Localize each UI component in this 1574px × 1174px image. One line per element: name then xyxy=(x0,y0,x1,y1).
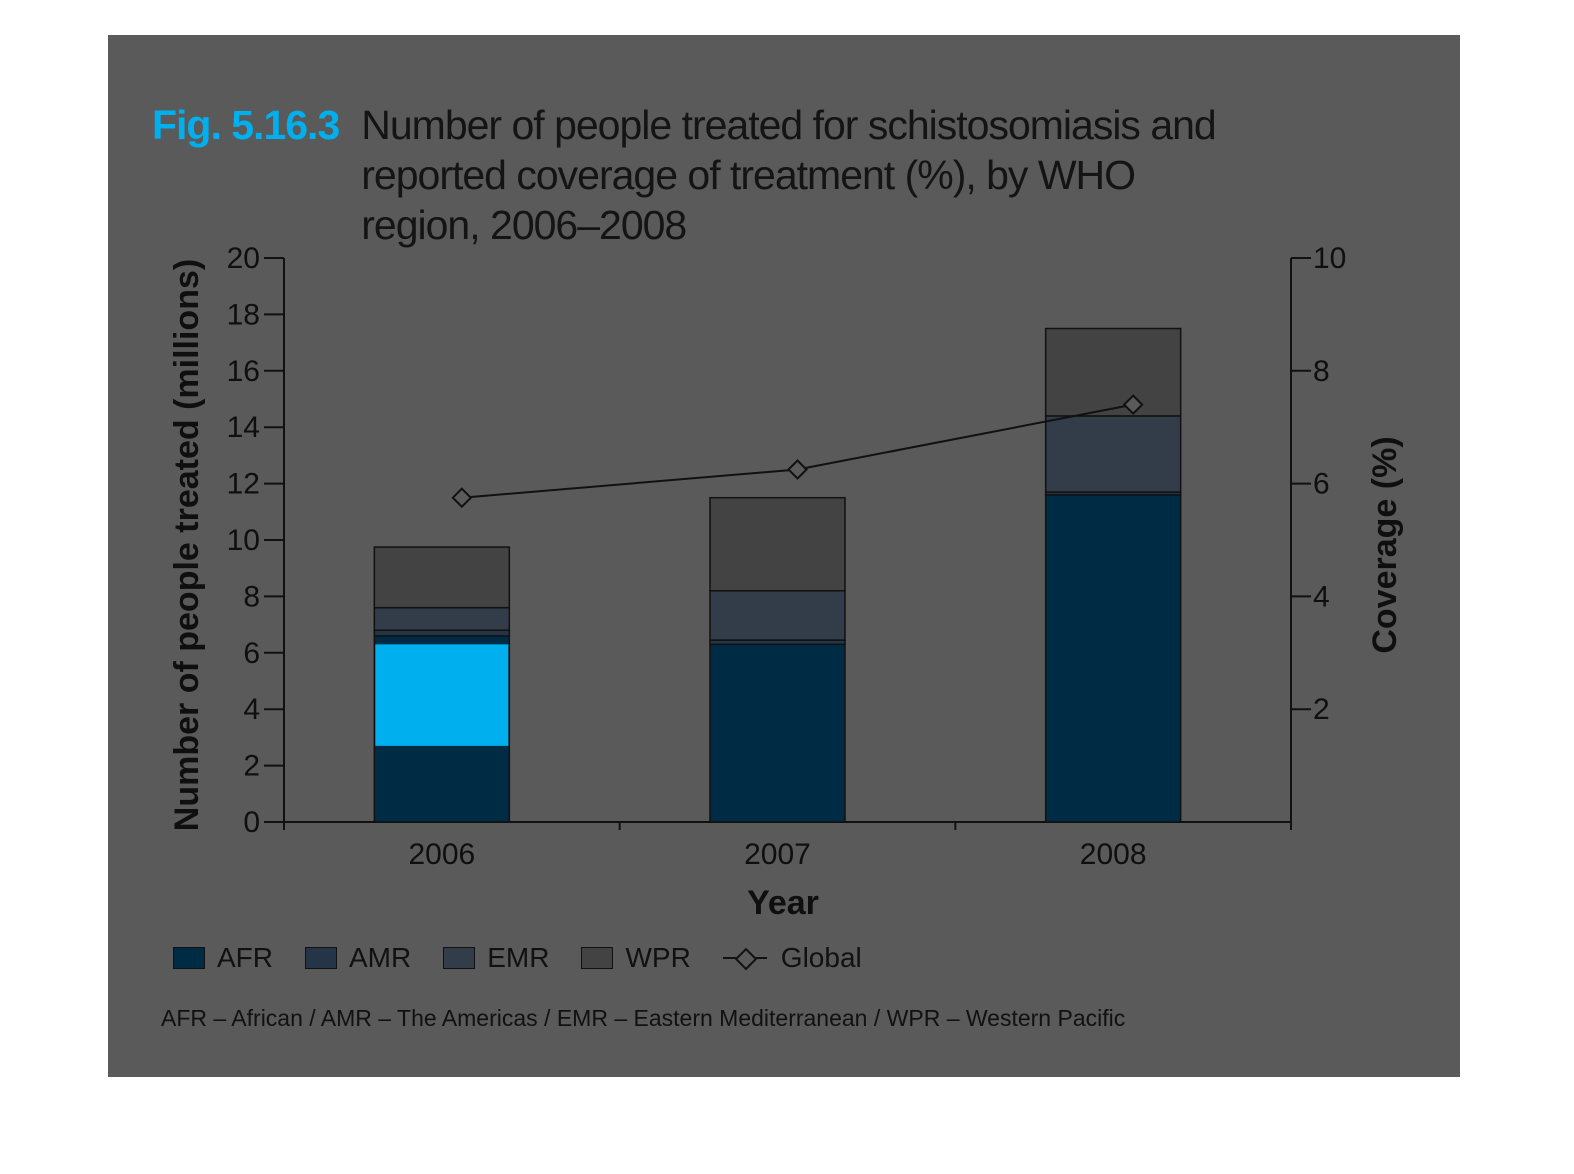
bar-emr-2008 xyxy=(1044,415,1182,493)
figure-label: Fig. 5.16.3 xyxy=(152,102,340,148)
y-tick-label: 4 xyxy=(243,693,260,726)
y2-tick-label: 2 xyxy=(1313,693,1330,726)
legend-item-afr: AFR xyxy=(173,942,273,974)
legend-label-global: Global xyxy=(780,942,862,973)
y-axis-title: Number of people treated (millions) xyxy=(168,259,206,831)
legend-item-global: Global xyxy=(722,942,862,974)
global-point-2008 xyxy=(1122,394,1144,416)
y-tick-label: 10 xyxy=(227,524,260,557)
figure-title-text: Number of people treated for schistosomi… xyxy=(361,102,1216,248)
bar-amr-2006 xyxy=(373,629,511,637)
bar-wpr-2006 xyxy=(373,546,511,609)
legend-label-afr: AFR xyxy=(217,942,273,973)
global-point-2007 xyxy=(787,459,808,480)
bar-afr-2008 xyxy=(1044,494,1182,823)
legend-swatch-amr xyxy=(305,947,337,969)
legend-swatch-wpr xyxy=(581,947,614,969)
figure-title: Fig. 5.16.3 Number of people treated for… xyxy=(152,100,1302,250)
x-tick-label: 2007 xyxy=(744,838,811,871)
y2-tick-label: 10 xyxy=(1313,242,1346,275)
y-tick-label: 6 xyxy=(243,637,260,670)
legend-swatch-afr xyxy=(173,947,205,969)
y-tick-label: 0 xyxy=(243,806,260,839)
y-tick-label: 20 xyxy=(227,242,260,275)
bar-highlight-overlay xyxy=(375,644,509,746)
y-tick-label: 2 xyxy=(243,750,260,783)
bar-wpr-2008 xyxy=(1044,327,1182,417)
bar-emr-2007 xyxy=(709,590,846,641)
y-tick-label: 12 xyxy=(227,468,260,501)
y2-axis-title: Coverage (%) xyxy=(1366,436,1404,653)
x-axis-title: Year xyxy=(747,884,819,922)
bar-afr-2007 xyxy=(709,643,846,823)
y2-tick-label: 4 xyxy=(1313,580,1330,613)
footnote: AFR – African / AMR – The Americas / EMR… xyxy=(161,1005,1126,1031)
y2-tick-label: 8 xyxy=(1313,355,1330,388)
legend-item-emr: EMR xyxy=(443,942,549,974)
legend-label-emr: EMR xyxy=(487,942,550,973)
global-coverage-line xyxy=(461,403,1134,499)
y2-tick-label: 6 xyxy=(1313,468,1330,501)
y-tick-label: 8 xyxy=(243,580,260,613)
global-point-2006 xyxy=(451,487,473,509)
legend-label-amr: AMR xyxy=(349,942,412,973)
y-tick-label: 18 xyxy=(227,298,260,331)
legend: AFR AMR EMR WPR Global xyxy=(173,942,894,974)
bar-wpr-2007 xyxy=(709,496,846,592)
legend-item-wpr: WPR xyxy=(581,942,691,974)
legend-item-amr: AMR xyxy=(305,942,411,974)
y-tick-label: 14 xyxy=(227,411,260,444)
y-tick-label: 16 xyxy=(227,355,260,388)
legend-label-wpr: WPR xyxy=(625,942,691,973)
legend-swatch-emr xyxy=(443,947,476,969)
bar-emr-2006 xyxy=(373,606,511,631)
x-tick-label: 2006 xyxy=(408,838,475,871)
x-tick-label: 2008 xyxy=(1080,838,1147,871)
legend-diamond-icon xyxy=(722,948,767,968)
